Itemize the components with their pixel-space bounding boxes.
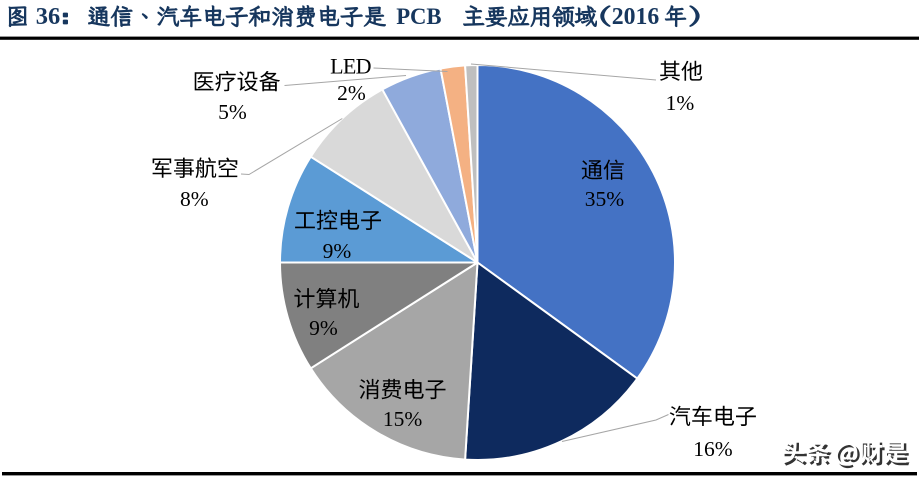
svg-text:9%: 9% [309, 316, 338, 340]
svg-text:8%: 8% [180, 187, 209, 211]
svg-text:LED: LED [330, 54, 371, 79]
svg-text:2016: 2016 [612, 4, 660, 30]
svg-text:36: 36 [36, 3, 61, 30]
svg-text:9%: 9% [323, 239, 352, 263]
svg-text:1%: 1% [666, 91, 695, 115]
svg-text:5%: 5% [218, 100, 247, 124]
svg-text:16%: 16% [693, 437, 733, 461]
svg-text:35%: 35% [585, 187, 625, 211]
svg-text:15%: 15% [383, 407, 423, 431]
svg-text:2%: 2% [337, 81, 366, 105]
svg-text:PCB: PCB [396, 4, 441, 29]
